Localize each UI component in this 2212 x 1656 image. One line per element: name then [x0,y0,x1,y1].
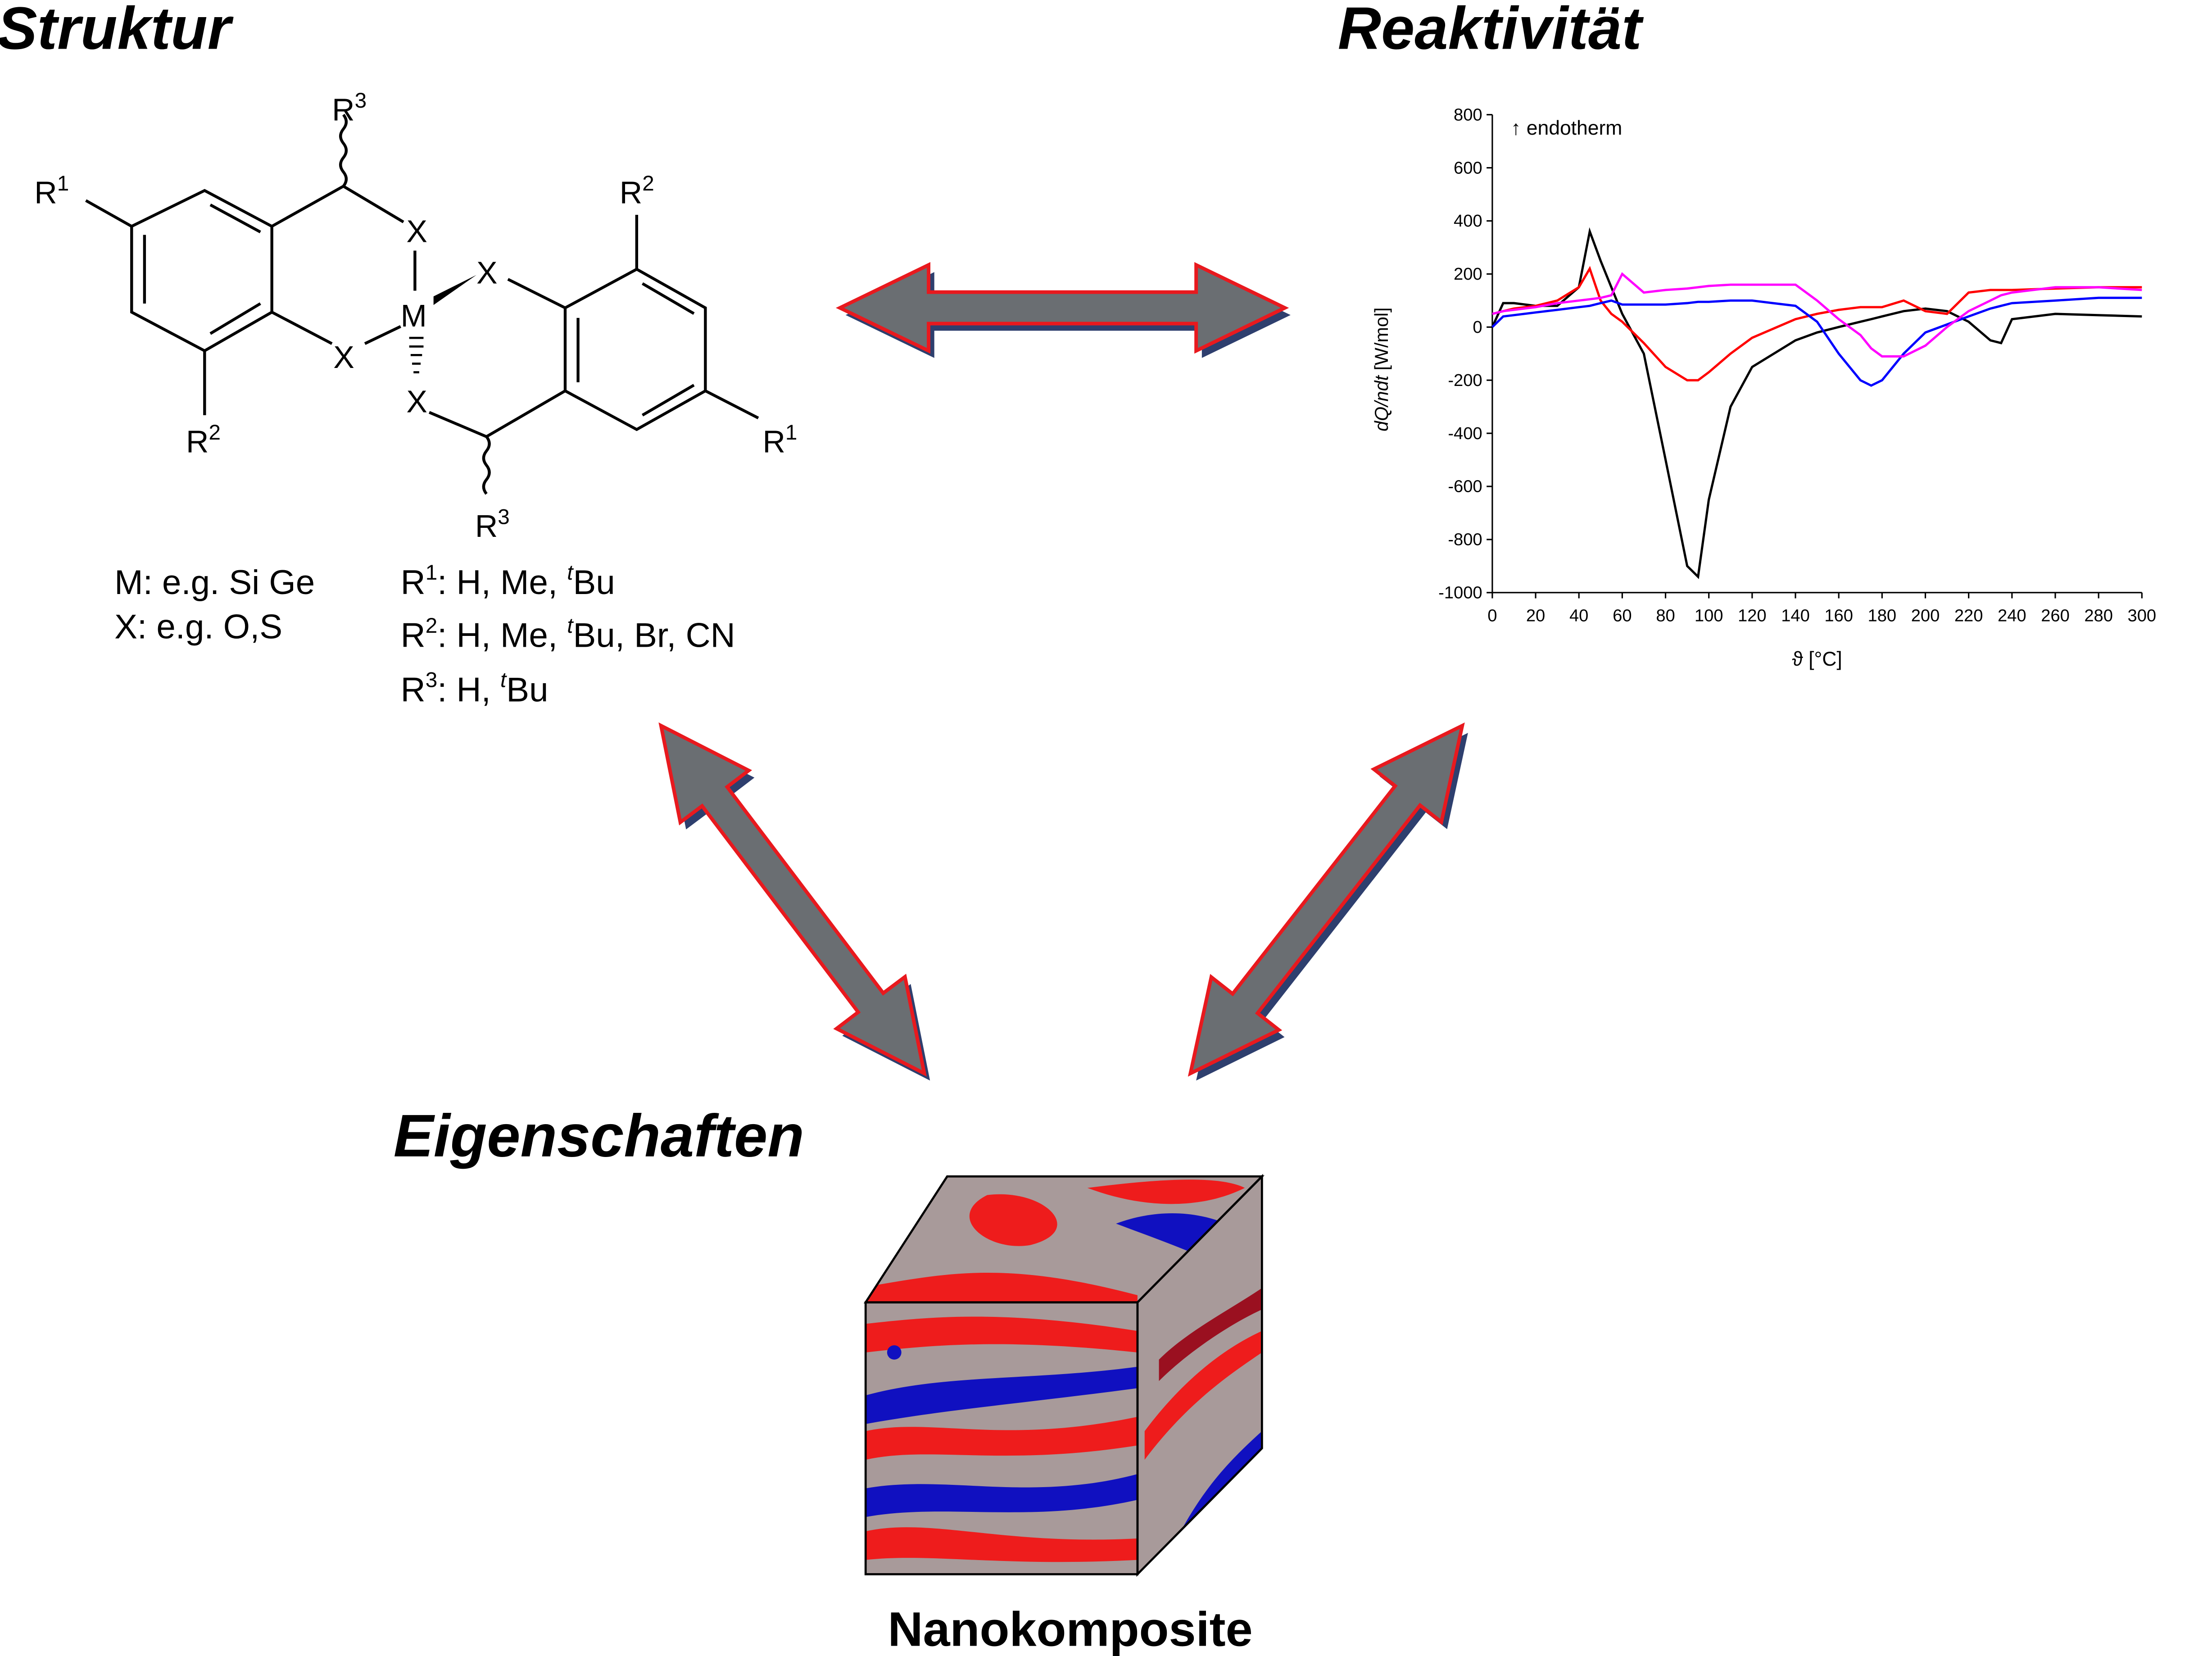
x-tick-label: 0 [1487,606,1497,625]
y-tick-label: -1000 [1438,583,1482,603]
y-tick-label: -400 [1448,424,1482,443]
heading: Eigenschaften [394,1102,804,1170]
arrow [1188,722,1465,1077]
x-tick-label: 260 [2041,606,2070,625]
arrow [658,722,927,1077]
y-axis-label: dQ/ndt [W/mol] [1371,307,1392,431]
svg-text:R2: H, Me, tBu, Br, CN: R2: H, Me, tBu, Br, CN [401,614,735,655]
y-tick-label: -800 [1448,530,1482,549]
caption: Nanokomposite [888,1602,1252,1656]
arrows [658,262,1468,1081]
x-tick-label: 140 [1781,606,1810,625]
svg-text:R2: R2 [620,172,654,210]
x-tick-label: 20 [1526,606,1545,625]
svg-text:X: X [406,384,427,419]
svg-text:X: X [333,340,354,375]
arrow [835,262,1289,354]
svg-text:X: X [476,255,498,290]
atom-labels: R1 R2 R3 R2 R1 R3 X X X X M [34,89,797,544]
molecule-bonds [85,113,759,495]
x-tick-label: 60 [1613,606,1632,625]
wedge-bond [433,275,477,305]
svg-text:R3: R3 [475,505,510,544]
data-line [1491,296,2142,387]
nanocomposite-cube [863,1174,1265,1577]
x-tick-label: 120 [1738,606,1767,625]
data-line [1492,272,2142,358]
svg-text:R1: R1 [34,172,69,210]
svg-text:M: e.g. Si Ge: M: e.g. Si Ge [114,563,315,602]
x-tick-label: 160 [1824,606,1853,625]
y-tick-label: -600 [1448,477,1482,496]
heading: Reaktivität [1338,0,1644,62]
x-tick-label: 240 [1998,606,2026,625]
svg-text:R3: R3 [332,89,367,127]
y-tick-label: 600 [1454,158,1482,177]
x-tick-label: 80 [1656,606,1675,625]
svg-text:X: e.g. O,S: X: e.g. O,S [114,608,282,646]
data-line [1492,266,2142,381]
x-tick-label: 280 [2084,606,2113,625]
x-tick-label: 100 [1695,606,1723,625]
y-tick-label: 400 [1454,211,1482,231]
dsc-chart: ↑ endotherm ϑ [°C] dQ/ndt [W/mol] -1000 -… [1371,105,2156,670]
x-axis-label: ϑ [°C] [1792,648,1842,670]
annotation: ↑ endotherm [1511,117,1622,139]
y-tick-label: 0 [1473,318,1482,337]
x-tick-label: 180 [1868,606,1897,625]
svg-text:X: X [406,213,427,249]
x-tick-label: 40 [1569,606,1588,625]
x-tick-label: 220 [1954,606,1983,625]
data-line [1491,227,2142,579]
y-tick-label: 200 [1454,264,1482,284]
y-tick-label: 800 [1454,105,1482,124]
x-tick-label: 300 [2128,606,2157,625]
x-tick-label: 200 [1911,606,1940,625]
svg-text:M: M [401,298,427,333]
svg-text:R1: H, Me, tBu: R1: H, Me, tBu [401,561,615,602]
substituent-legend: M: e.g. Si Ge X: e.g. O,S R1: H, Me, tBu… [114,561,735,709]
y-tick-label: -200 [1448,371,1482,390]
svg-text:R1: R1 [762,421,797,459]
heading: Struktur [0,0,234,62]
svg-text:R3: H, tBu: R3: H, tBu [401,668,548,709]
svg-text:R2: R2 [186,421,221,459]
